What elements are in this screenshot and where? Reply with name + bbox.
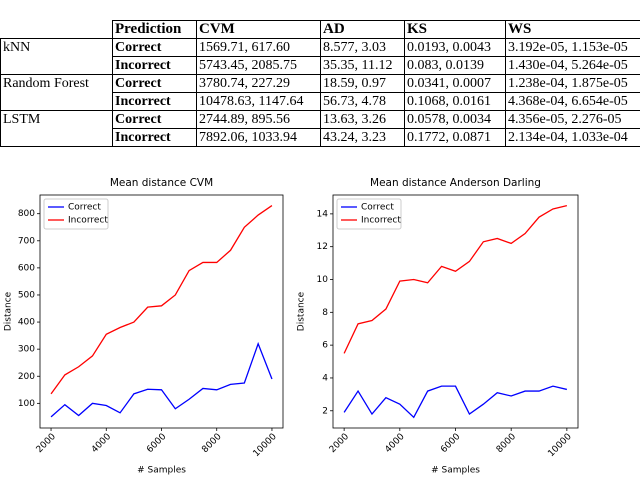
x-tick-label: 2000: [35, 432, 58, 455]
y-tick-label: 14: [317, 209, 329, 219]
prediction-cell: Incorrect: [112, 56, 197, 75]
y-tick-label: 300: [18, 345, 35, 355]
x-tick-label: 4000: [383, 432, 406, 455]
plot-frame: [39, 194, 284, 429]
y-tick-label: 800: [18, 209, 35, 219]
value-cell: 1569.71, 617.60: [196, 38, 321, 57]
chart-title: Mean distance Anderson Darling: [370, 177, 541, 189]
y-tick-label: 10: [317, 275, 329, 285]
header-cell: KS: [404, 20, 506, 39]
x-tick-label: 6000: [145, 432, 168, 455]
legend-label: Incorrect: [361, 216, 401, 226]
y-tick-label: 400: [18, 318, 35, 328]
x-tick-label: 8000: [495, 432, 518, 455]
x-tick-label: 10000: [546, 432, 574, 460]
value-cell: 0.0578, 0.0034: [404, 110, 506, 129]
x-tick-label: 2000: [328, 432, 351, 455]
data-line: [50, 341, 273, 418]
value-cell: 4.368e-04, 6.654e-05: [505, 92, 640, 111]
legend-label: Incorrect: [68, 216, 108, 226]
value-cell: 18.59, 0.97: [320, 74, 405, 93]
value-cell: 0.1772, 0.0871: [404, 128, 506, 147]
x-axis-label: # Samples: [137, 466, 186, 476]
data-line: [343, 205, 568, 354]
y-tick-label: 100: [18, 399, 35, 409]
value-cell: 56.73, 4.78: [320, 92, 405, 111]
table-row: Incorrect 10478.63, 1147.64 56.73, 4.78 0.1…: [1, 92, 640, 111]
y-tick-label: 8: [322, 308, 328, 318]
y-axis-label: Distance: [297, 291, 307, 331]
chart-title: Mean distance CVM: [110, 177, 213, 189]
prediction-cell: Incorrect: [112, 128, 197, 147]
value-cell: 1.238e-04, 1.875e-05: [505, 74, 640, 93]
y-tick-label: 2: [322, 406, 328, 416]
y-tick-label: 4: [322, 373, 328, 383]
data-line: [50, 205, 273, 395]
x-tick-label: 10000: [252, 432, 280, 460]
table-row: Random Forest Correct 3780.74, 227.29 18.59…: [0, 74, 640, 111]
method-cell: Random Forest: [0, 74, 113, 111]
data-line: [343, 385, 568, 419]
table-row: kNN Correct 1569.71, 617.60 8.577, 3.03 0.01…: [0, 38, 640, 75]
legend-label: Correct: [361, 203, 394, 213]
value-cell: 43.24, 3.23: [320, 128, 405, 147]
value-cell: 10478.63, 1147.64: [196, 92, 321, 111]
value-cell: 8.577, 3.03: [320, 38, 405, 57]
prediction-cell: Correct: [112, 74, 197, 93]
x-tick-label: 4000: [90, 432, 113, 455]
y-axis-label: Distance: [4, 291, 14, 331]
value-cell: 2.134e-04, 1.033e-04: [505, 128, 640, 147]
y-tick-label: 6: [322, 341, 328, 351]
results-table: Prediction CVM AD KS WS kNN Correct 1569.71, 61…: [0, 20, 640, 147]
method-cell: kNN: [0, 38, 113, 75]
table-row: Incorrect 7892.06, 1033.94 43.24, 3.23 0.17…: [1, 128, 640, 147]
y-tick-label: 200: [18, 372, 35, 382]
legend-label: Correct: [68, 203, 101, 213]
value-cell: 0.083, 0.0139: [404, 56, 506, 75]
y-tick-label: 600: [18, 263, 35, 273]
x-tick-label: 6000: [439, 432, 462, 455]
y-tick-label: 500: [18, 290, 35, 300]
y-tick-label: 12: [317, 242, 328, 252]
x-tick-label: 8000: [200, 432, 223, 455]
x-axis-label: # Samples: [431, 466, 480, 476]
y-tick-label: 700: [18, 236, 35, 246]
value-cell: 3.192e-05, 1.153e-05: [505, 38, 640, 57]
plot-frame: [332, 194, 579, 429]
value-cell: 7892.06, 1033.94: [196, 128, 321, 147]
